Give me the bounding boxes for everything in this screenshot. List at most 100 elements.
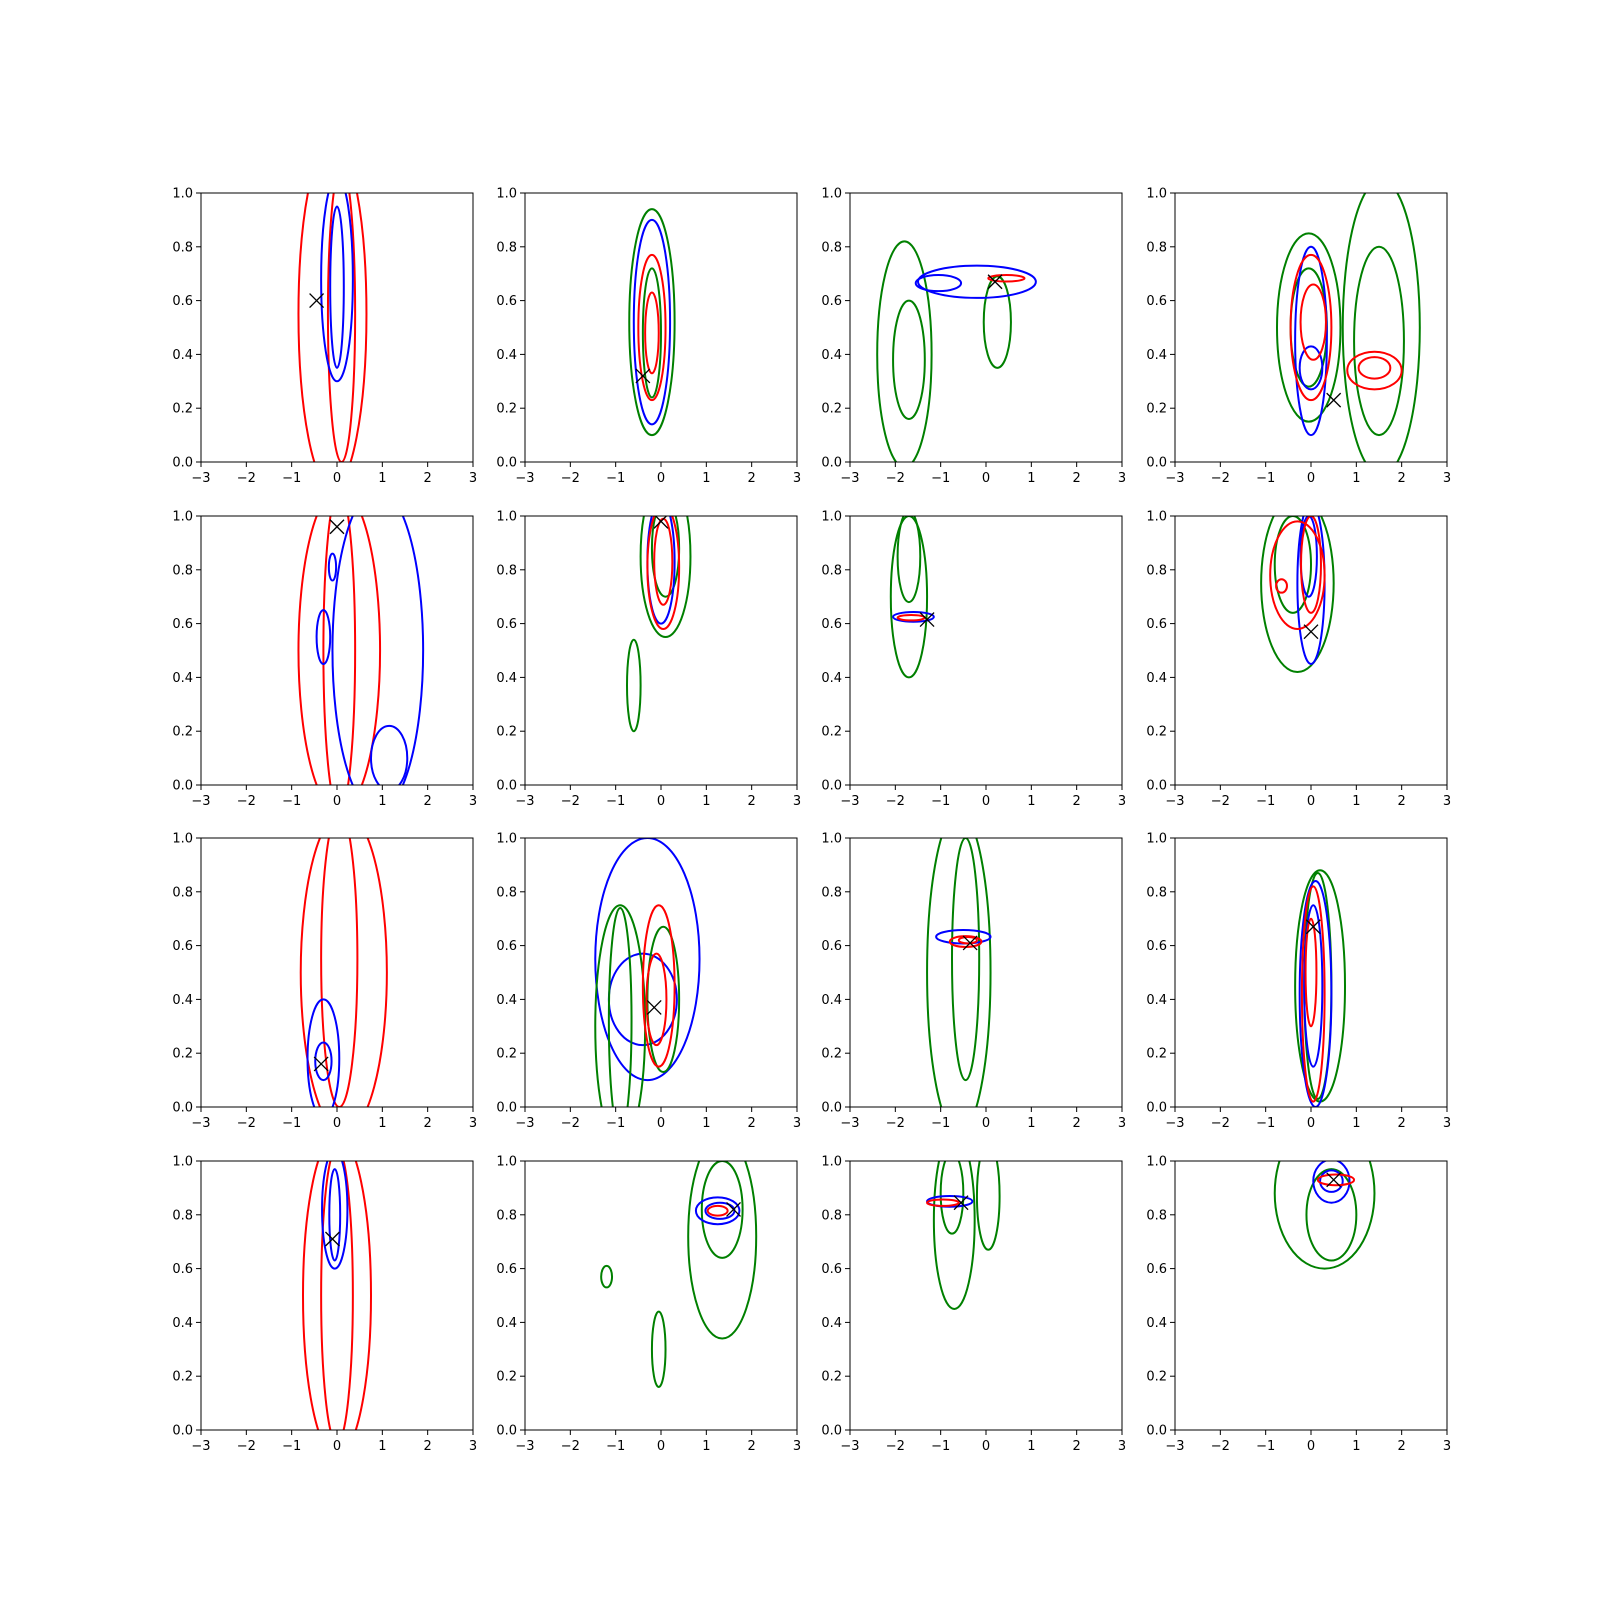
y-tick-label: 0.2	[821, 402, 842, 417]
y-tick-label: 0.4	[821, 671, 842, 686]
x-tick-label: −1	[282, 1116, 301, 1131]
blue-contour-4	[917, 264, 1037, 299]
y-tick-label: 0.6	[821, 617, 842, 632]
x-marker	[919, 612, 935, 628]
x-tick-label: 1	[1027, 794, 1035, 809]
y-tick-label: 0.0	[821, 1101, 842, 1116]
x-tick-label: 3	[1443, 794, 1451, 809]
x-tick-label: 1	[702, 1439, 710, 1454]
y-tick-label: 1.0	[1146, 832, 1167, 847]
red-contour-5	[926, 1198, 960, 1207]
red-contour-2	[322, 516, 357, 785]
x-tick-label: −2	[237, 794, 256, 809]
x-marker	[1303, 624, 1319, 640]
x-tick-label: 2	[1073, 794, 1081, 809]
x-tick-label: 3	[793, 1439, 801, 1454]
x-tick-label: 3	[469, 471, 477, 486]
x-tick-label: −3	[191, 1116, 210, 1131]
subplot-13: −3 −2 −1 0 1 2 3 0.0 0.2 0.4 0.6 0.8 1.0	[172, 1155, 477, 1455]
y-tick-label: 0.8	[496, 563, 517, 578]
y-tick-label: 0.4	[496, 993, 517, 1008]
y-tick-label: 1.0	[821, 187, 842, 202]
x-marker	[329, 519, 345, 535]
blue-contour-3	[1298, 880, 1333, 1107]
green-contour-3	[1341, 193, 1421, 462]
x-tick-label: 3	[793, 471, 801, 486]
red-contour-7	[1289, 253, 1333, 402]
blue-contour-4	[315, 609, 332, 665]
x-tick-label: −2	[561, 1439, 580, 1454]
x-tick-label: 2	[1073, 1439, 1081, 1454]
x-marker	[1326, 392, 1342, 408]
x-tick-label: −2	[1211, 1116, 1230, 1131]
y-tick-label: 0.6	[821, 1262, 842, 1277]
green-contour-1	[628, 208, 676, 437]
y-tick-label: 0.6	[496, 617, 517, 632]
x-tick-label: 2	[1398, 1116, 1406, 1131]
green-contour-3	[975, 1161, 1001, 1251]
x-tick-label: −2	[1211, 794, 1230, 809]
y-tick-label: 0.2	[1146, 402, 1167, 417]
x-tick-label: 2	[1398, 1439, 1406, 1454]
y-tick-label: 0.4	[496, 1316, 517, 1331]
x-tick-label: 0	[657, 1439, 665, 1454]
x-tick-label: 1	[1352, 794, 1360, 809]
plot-area	[876, 240, 1037, 462]
x-tick-label: 3	[1443, 471, 1451, 486]
y-tick-label: 0.6	[1146, 939, 1167, 954]
y-tick-label: 0.8	[821, 1208, 842, 1223]
x-tick-label: 0	[1307, 1116, 1315, 1131]
x-marker	[726, 1201, 741, 1217]
y-tick-label: 1.0	[172, 1155, 193, 1170]
x-marker	[953, 1195, 969, 1211]
x-tick-label: 3	[1443, 1116, 1451, 1131]
x-tick-label: 0	[657, 471, 665, 486]
green-contour-3	[626, 638, 642, 733]
x-tick-label: 1	[378, 794, 386, 809]
x-tick-label: 2	[424, 1116, 432, 1131]
green-contour-1	[1276, 232, 1342, 423]
x-tick-label: −1	[1256, 794, 1275, 809]
blue-contour-4	[328, 1168, 342, 1262]
green-contour-1	[889, 516, 929, 679]
x-tick-label: 0	[1307, 794, 1315, 809]
y-tick-label: 0.2	[821, 1047, 842, 1062]
x-tick-label: 2	[748, 471, 756, 486]
x-tick-label: −2	[237, 1116, 256, 1131]
subplot-10: −3 −2 −1 0 1 2 3 0.0 0.2 0.4 0.6 0.8 1.0	[496, 832, 801, 1132]
y-tick-label: 0.0	[496, 1424, 517, 1439]
red-contour-5	[957, 935, 978, 945]
x-tick-label: 2	[424, 794, 432, 809]
subplot-16: −3 −2 −1 0 1 2 3 0.0 0.2 0.4 0.6 0.8 1.0	[1146, 1155, 1451, 1455]
blue-contour-3	[892, 611, 935, 623]
x-tick-label: −2	[561, 794, 580, 809]
green-contour-2	[1273, 516, 1312, 614]
x-tick-label: −1	[606, 1439, 625, 1454]
y-tick-label: 0.4	[1146, 671, 1167, 686]
y-tick-label: 0.2	[172, 1047, 193, 1062]
y-tick-label: 0.2	[1146, 1370, 1167, 1385]
green-contour-2	[896, 516, 922, 604]
y-tick-label: 0.4	[172, 348, 193, 363]
x-tick-label: −1	[606, 471, 625, 486]
x-tick-label: 2	[1398, 794, 1406, 809]
x-tick-label: 3	[469, 1439, 477, 1454]
y-tick-label: 0.4	[172, 671, 193, 686]
y-tick-label: 0.8	[1146, 1208, 1167, 1223]
x-marker	[1326, 1172, 1342, 1188]
x-tick-label: −3	[840, 471, 859, 486]
x-tick-label: 1	[1027, 1439, 1035, 1454]
y-tick-label: 0.0	[172, 1424, 193, 1439]
x-tick-label: −3	[515, 471, 534, 486]
x-tick-label: −3	[1165, 794, 1184, 809]
x-tick-label: −3	[515, 794, 534, 809]
green-contour-1	[876, 240, 933, 462]
red-contour-7	[645, 952, 668, 1047]
green-contour-4	[607, 906, 633, 1107]
y-tick-label: 1.0	[172, 832, 193, 847]
blue-contour-6	[1298, 345, 1324, 391]
red-contour-9	[1346, 350, 1403, 391]
x-tick-label: −3	[1165, 1439, 1184, 1454]
y-tick-label: 0.0	[1146, 779, 1167, 794]
x-tick-label: 2	[1073, 1116, 1081, 1131]
